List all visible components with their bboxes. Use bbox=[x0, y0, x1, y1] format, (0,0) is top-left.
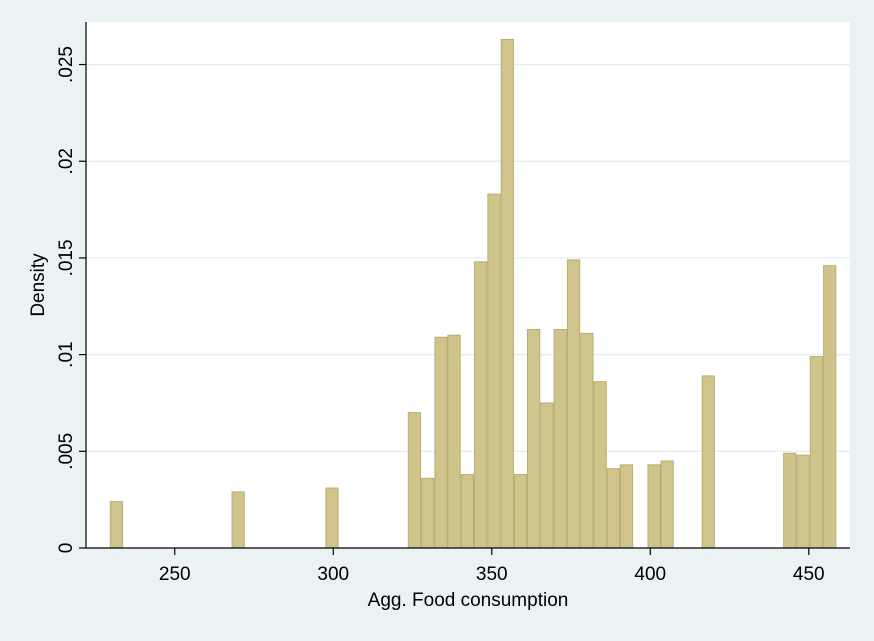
x-tick-label: 250 bbox=[159, 564, 191, 585]
histogram-bar bbox=[823, 265, 837, 549]
histogram-bar bbox=[500, 38, 514, 549]
x-tick-label: 300 bbox=[317, 564, 349, 585]
grid-lines bbox=[86, 63, 850, 452]
histogram-bar bbox=[660, 460, 674, 549]
histogram-bar bbox=[593, 381, 607, 549]
y-tick-label: .025 bbox=[56, 46, 77, 83]
y-tick-label: 0 bbox=[56, 543, 77, 554]
axes bbox=[85, 22, 850, 549]
x-tick-label: 350 bbox=[476, 564, 508, 585]
y-tick-label: .02 bbox=[56, 148, 77, 174]
y-tick-label: .01 bbox=[56, 341, 77, 367]
histogram-bar bbox=[553, 328, 567, 549]
histogram-bar bbox=[701, 375, 715, 549]
histogram-bar bbox=[421, 477, 435, 549]
histogram-bar bbox=[231, 491, 245, 549]
histogram-bar bbox=[783, 452, 797, 549]
y-tick-label: .015 bbox=[56, 239, 77, 276]
histogram-bar bbox=[474, 261, 488, 549]
x-tick-label: 450 bbox=[793, 564, 825, 585]
histogram-bar bbox=[109, 501, 124, 549]
plot-area bbox=[86, 22, 850, 548]
x-tick-label: 400 bbox=[634, 564, 666, 585]
y-tick-label: .005 bbox=[56, 433, 77, 470]
histogram-bar bbox=[434, 336, 448, 549]
histogram-bar bbox=[447, 334, 461, 549]
histogram-bar bbox=[526, 328, 541, 549]
histogram-bar bbox=[647, 464, 661, 549]
histogram-bar bbox=[460, 474, 474, 549]
histogram-bar bbox=[513, 474, 528, 549]
histogram-bar bbox=[487, 193, 501, 549]
histogram-bar bbox=[407, 412, 422, 549]
histogram-bar bbox=[325, 487, 339, 549]
histogram-bar bbox=[580, 332, 594, 549]
ticks: 250 300 350 400 450 0 .005 .01 .015 .02 .025 bbox=[56, 46, 825, 585]
histogram-bar bbox=[809, 356, 824, 549]
histogram-bar bbox=[540, 402, 554, 549]
histogram-bar bbox=[796, 454, 810, 549]
histogram-bar bbox=[619, 464, 634, 549]
histogram-bar bbox=[566, 259, 581, 549]
histogram-bar bbox=[606, 468, 621, 549]
x-axis-label: Agg. Food consumption bbox=[368, 590, 569, 611]
y-axis-label: Density bbox=[28, 253, 49, 317]
